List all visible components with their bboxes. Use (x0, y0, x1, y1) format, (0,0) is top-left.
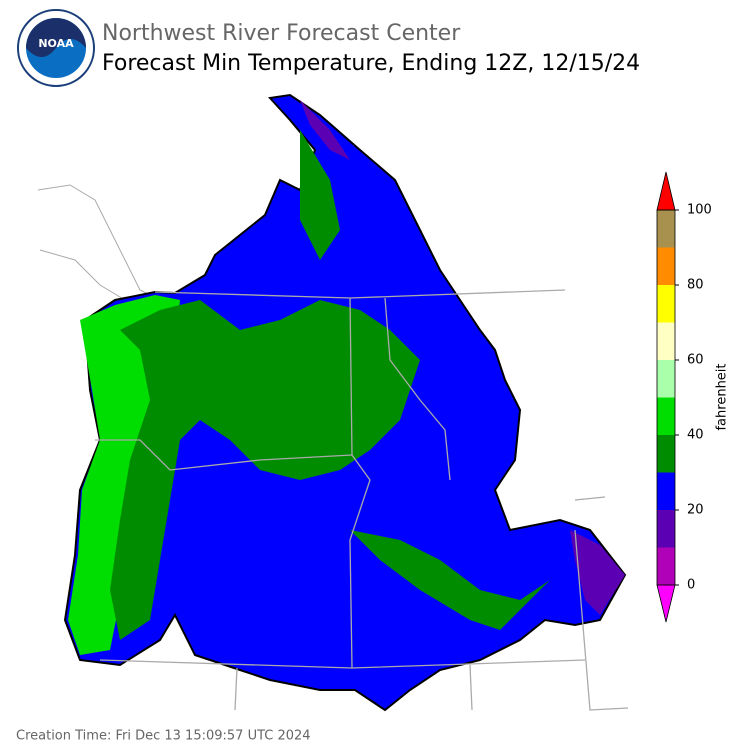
colorbar-frame (656, 209, 676, 586)
colorbar-bin (657, 472, 675, 510)
colorbar-tick-label: 20 (687, 503, 704, 518)
colorbar-bin (657, 285, 675, 323)
colorbar-tick-label: 100 (687, 203, 712, 218)
colorbar-bin (657, 397, 675, 435)
colorbar-bin (657, 510, 675, 548)
colorbar-bin (657, 360, 675, 398)
basin (63, 93, 627, 712)
title: Northwest River Forecast Center (102, 21, 461, 46)
state-borders (95, 289, 629, 711)
colorbar-bin (657, 210, 675, 248)
noaa-logo: NOAA (17, 9, 95, 87)
subtitle: Forecast Min Temperature, Ending 12Z, 12… (102, 51, 640, 76)
svg-text:NOAA: NOAA (38, 37, 74, 50)
creation-time: Creation Time: Fri Dec 13 15:09:57 UTC 2… (16, 729, 311, 744)
colorbar-tick-label: 0 (687, 578, 695, 593)
colorbar-tick-label: 80 (687, 278, 704, 293)
colorbar-bin (657, 547, 675, 585)
puget-sound (37, 184, 161, 301)
colorbar-under (656, 584, 676, 623)
colorbar: 0 20 40 60 80 100 (656, 171, 712, 623)
colorbar-over (656, 171, 676, 211)
colorbar-bin (657, 322, 675, 360)
colorbar-bin (657, 247, 675, 285)
colorbar-label: fahrenheit (715, 363, 730, 430)
colorbar-tick-label: 40 (687, 428, 704, 443)
colorbar-tick-label: 60 (687, 353, 704, 368)
colorbar-bin (657, 435, 675, 473)
